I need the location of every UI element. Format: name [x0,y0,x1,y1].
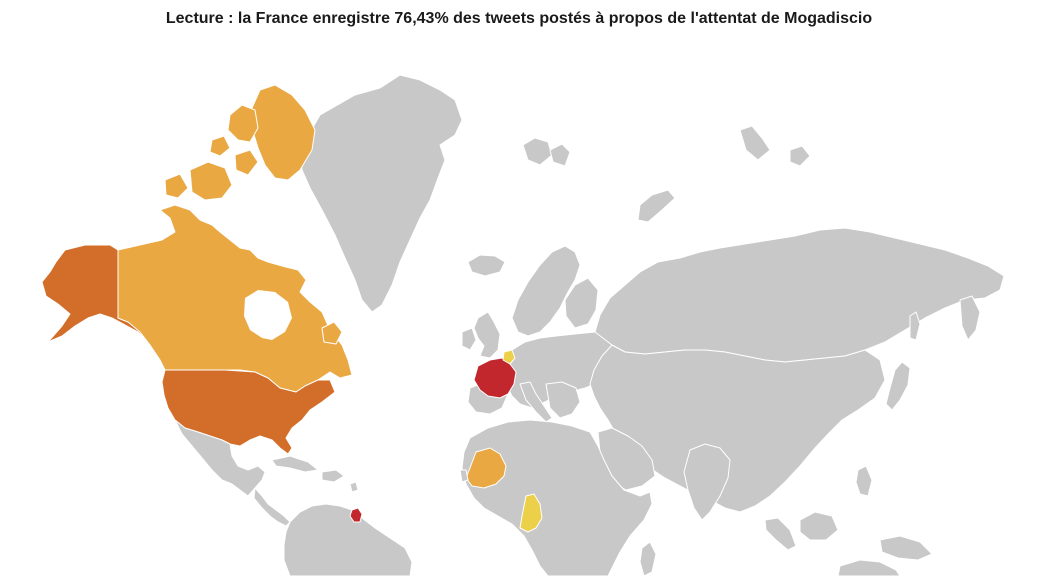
australia-top[interactable] [837,559,901,576]
victoria-island[interactable] [189,161,233,201]
novaya-zemlya[interactable] [637,189,676,223]
arctic-island-west[interactable] [164,173,189,199]
ireland[interactable] [461,327,477,351]
greenland[interactable] [299,74,463,313]
severnaya-zemlya[interactable] [789,145,811,167]
africa[interactable] [461,419,653,576]
iceland[interactable] [467,254,506,277]
balkans[interactable] [545,381,581,419]
scandinavia[interactable] [511,245,581,337]
philippines[interactable] [855,465,873,497]
sakhalin[interactable] [909,311,921,341]
south-america[interactable] [283,503,413,576]
west-africa-coast[interactable] [459,469,469,483]
mexico[interactable] [174,419,266,497]
central-america[interactable] [253,487,291,527]
canada[interactable] [117,204,353,393]
indonesia-borneo[interactable] [799,511,839,541]
ellesmere-island[interactable] [227,104,259,143]
arctic-island-mid[interactable] [234,149,259,176]
arctic-island-small[interactable] [209,135,231,157]
finland[interactable] [564,277,599,329]
svalbard[interactable] [522,137,553,166]
france[interactable] [473,357,517,399]
japan[interactable] [885,361,911,411]
hispaniola[interactable] [321,469,345,483]
belgium[interactable] [502,349,516,365]
russia[interactable] [594,227,1005,363]
united-kingdom[interactable] [473,311,501,359]
hudson-bay [244,290,292,340]
svalbard-east[interactable] [549,143,571,167]
newfoundland[interactable] [321,321,343,345]
italy[interactable] [519,381,553,423]
india[interactable] [683,443,731,521]
map-caption: Lecture : la France enregistre 76,43% de… [165,10,873,27]
madagascar[interactable] [639,541,657,576]
indonesia-sumatra[interactable] [764,517,797,551]
cuba[interactable] [271,455,319,473]
franz-josef-land[interactable] [739,125,771,161]
new-guinea[interactable] [879,535,933,561]
french-guiana[interactable] [349,507,363,523]
congo[interactable] [519,493,543,533]
caribbean-islands[interactable] [349,481,359,493]
kamchatka[interactable] [959,295,981,341]
